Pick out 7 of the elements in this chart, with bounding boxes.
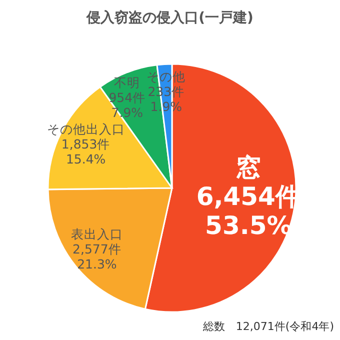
slice-label: 不明 (114, 75, 140, 90)
chart-title: 侵入窃盗の侵入口(一戸建) (86, 9, 254, 26)
data-label: 1,853件 15.4% (61, 136, 110, 167)
slice-label: 表出入口 (70, 226, 123, 242)
text: 総数 12,071件(令和4年) (202, 320, 334, 333)
data-label: 2,577件 21.3% (72, 241, 122, 272)
slice-label: 窓 (236, 153, 261, 182)
